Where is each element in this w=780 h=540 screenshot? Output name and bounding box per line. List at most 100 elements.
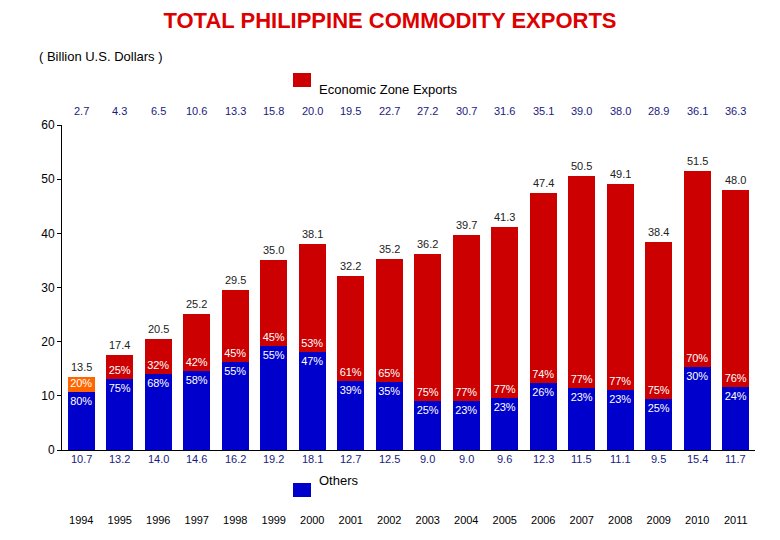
- svg-text:38.1: 38.1: [302, 228, 323, 240]
- svg-text:9.0: 9.0: [420, 453, 435, 465]
- svg-text:38.0: 38.0: [610, 105, 631, 117]
- svg-text:77%: 77%: [571, 373, 593, 385]
- svg-text:23%: 23%: [494, 401, 516, 413]
- svg-text:( Billion U.S. Dollars ): ( Billion U.S. Dollars ): [39, 49, 163, 64]
- svg-text:74%: 74%: [532, 368, 554, 380]
- svg-text:38.4: 38.4: [648, 226, 669, 238]
- svg-text:40: 40: [41, 227, 55, 241]
- svg-text:2002: 2002: [377, 514, 401, 526]
- svg-text:16.2: 16.2: [225, 453, 246, 465]
- svg-text:1994: 1994: [69, 514, 93, 526]
- svg-text:68%: 68%: [147, 377, 169, 389]
- svg-text:49.1: 49.1: [610, 168, 631, 180]
- svg-text:19.2: 19.2: [263, 453, 284, 465]
- svg-text:2003: 2003: [416, 514, 440, 526]
- svg-text:TOTAL PHILIPPINE COMMODITY EXP: TOTAL PHILIPPINE COMMODITY EXPORTS: [163, 8, 616, 33]
- svg-text:65%: 65%: [378, 367, 400, 379]
- svg-text:15.8: 15.8: [263, 105, 284, 117]
- svg-text:32.2: 32.2: [340, 260, 361, 272]
- svg-text:11.7: 11.7: [725, 453, 746, 465]
- svg-text:26%: 26%: [532, 386, 554, 398]
- svg-text:20.5: 20.5: [148, 323, 169, 335]
- svg-text:47%: 47%: [301, 355, 323, 367]
- svg-text:0: 0: [48, 443, 55, 457]
- svg-text:2.7: 2.7: [74, 105, 89, 117]
- svg-text:55%: 55%: [263, 349, 285, 361]
- svg-text:2010: 2010: [685, 514, 709, 526]
- svg-text:31.6: 31.6: [494, 105, 515, 117]
- svg-text:77%: 77%: [455, 386, 477, 398]
- svg-text:36.2: 36.2: [417, 238, 438, 250]
- svg-text:1995: 1995: [108, 514, 132, 526]
- svg-text:1999: 1999: [262, 514, 286, 526]
- svg-text:6.5: 6.5: [151, 105, 166, 117]
- svg-text:23%: 23%: [571, 391, 593, 403]
- svg-text:30.7: 30.7: [456, 105, 477, 117]
- svg-text:10.7: 10.7: [71, 453, 92, 465]
- svg-text:75%: 75%: [109, 382, 131, 394]
- svg-text:39.7: 39.7: [456, 219, 477, 231]
- svg-text:14.0: 14.0: [148, 453, 169, 465]
- svg-text:4.3: 4.3: [112, 105, 127, 117]
- svg-text:30: 30: [41, 281, 55, 295]
- svg-text:12.5: 12.5: [379, 453, 400, 465]
- svg-text:10.6: 10.6: [186, 105, 207, 117]
- svg-text:23%: 23%: [455, 404, 477, 416]
- svg-text:20%: 20%: [70, 377, 92, 389]
- svg-text:77%: 77%: [494, 383, 516, 395]
- svg-text:76%: 76%: [725, 372, 747, 384]
- svg-text:36.3: 36.3: [725, 105, 746, 117]
- svg-text:11.5: 11.5: [571, 453, 592, 465]
- svg-text:60: 60: [41, 118, 55, 132]
- svg-text:Others: Others: [319, 473, 359, 488]
- svg-text:20: 20: [41, 335, 55, 349]
- svg-text:25.2: 25.2: [186, 298, 207, 310]
- svg-text:17.4: 17.4: [109, 339, 130, 351]
- svg-text:77%: 77%: [609, 375, 631, 387]
- svg-text:75%: 75%: [648, 384, 670, 396]
- svg-text:12.7: 12.7: [340, 453, 361, 465]
- svg-text:13.2: 13.2: [109, 453, 130, 465]
- svg-text:13.5: 13.5: [71, 361, 92, 373]
- svg-text:2005: 2005: [493, 514, 517, 526]
- svg-text:25%: 25%: [648, 402, 670, 414]
- svg-text:12.3: 12.3: [533, 453, 554, 465]
- svg-text:1998: 1998: [223, 514, 247, 526]
- svg-text:39%: 39%: [340, 384, 362, 396]
- svg-text:2006: 2006: [531, 514, 555, 526]
- svg-text:36.1: 36.1: [687, 105, 708, 117]
- svg-text:80%: 80%: [70, 395, 92, 407]
- svg-text:45%: 45%: [263, 331, 285, 343]
- svg-text:14.6: 14.6: [186, 453, 207, 465]
- svg-text:Economic Zone Exports: Economic Zone Exports: [319, 82, 458, 97]
- svg-text:51.5: 51.5: [687, 155, 708, 167]
- svg-text:22.7: 22.7: [379, 105, 400, 117]
- svg-text:35.0: 35.0: [263, 244, 284, 256]
- svg-text:19.5: 19.5: [340, 105, 361, 117]
- svg-text:50: 50: [41, 172, 55, 186]
- svg-text:2011: 2011: [724, 514, 748, 526]
- svg-text:55%: 55%: [224, 365, 246, 377]
- svg-text:53%: 53%: [301, 337, 323, 349]
- svg-text:29.5: 29.5: [225, 274, 246, 286]
- svg-text:2004: 2004: [454, 514, 478, 526]
- svg-text:1996: 1996: [146, 514, 170, 526]
- svg-text:27.2: 27.2: [417, 105, 438, 117]
- svg-text:10: 10: [41, 389, 55, 403]
- svg-text:35%: 35%: [378, 385, 400, 397]
- svg-text:9.6: 9.6: [497, 453, 512, 465]
- svg-text:45%: 45%: [224, 347, 246, 359]
- svg-text:42%: 42%: [186, 356, 208, 368]
- svg-text:58%: 58%: [186, 374, 208, 386]
- svg-text:41.3: 41.3: [494, 211, 515, 223]
- svg-text:2001: 2001: [339, 514, 363, 526]
- svg-text:24%: 24%: [725, 390, 747, 402]
- svg-text:35.1: 35.1: [533, 105, 554, 117]
- svg-text:2009: 2009: [647, 514, 671, 526]
- svg-text:9.5: 9.5: [651, 453, 666, 465]
- svg-text:70%: 70%: [686, 352, 708, 364]
- svg-text:2000: 2000: [300, 514, 324, 526]
- svg-text:25%: 25%: [109, 364, 131, 376]
- svg-text:11.1: 11.1: [610, 453, 631, 465]
- svg-text:75%: 75%: [417, 386, 439, 398]
